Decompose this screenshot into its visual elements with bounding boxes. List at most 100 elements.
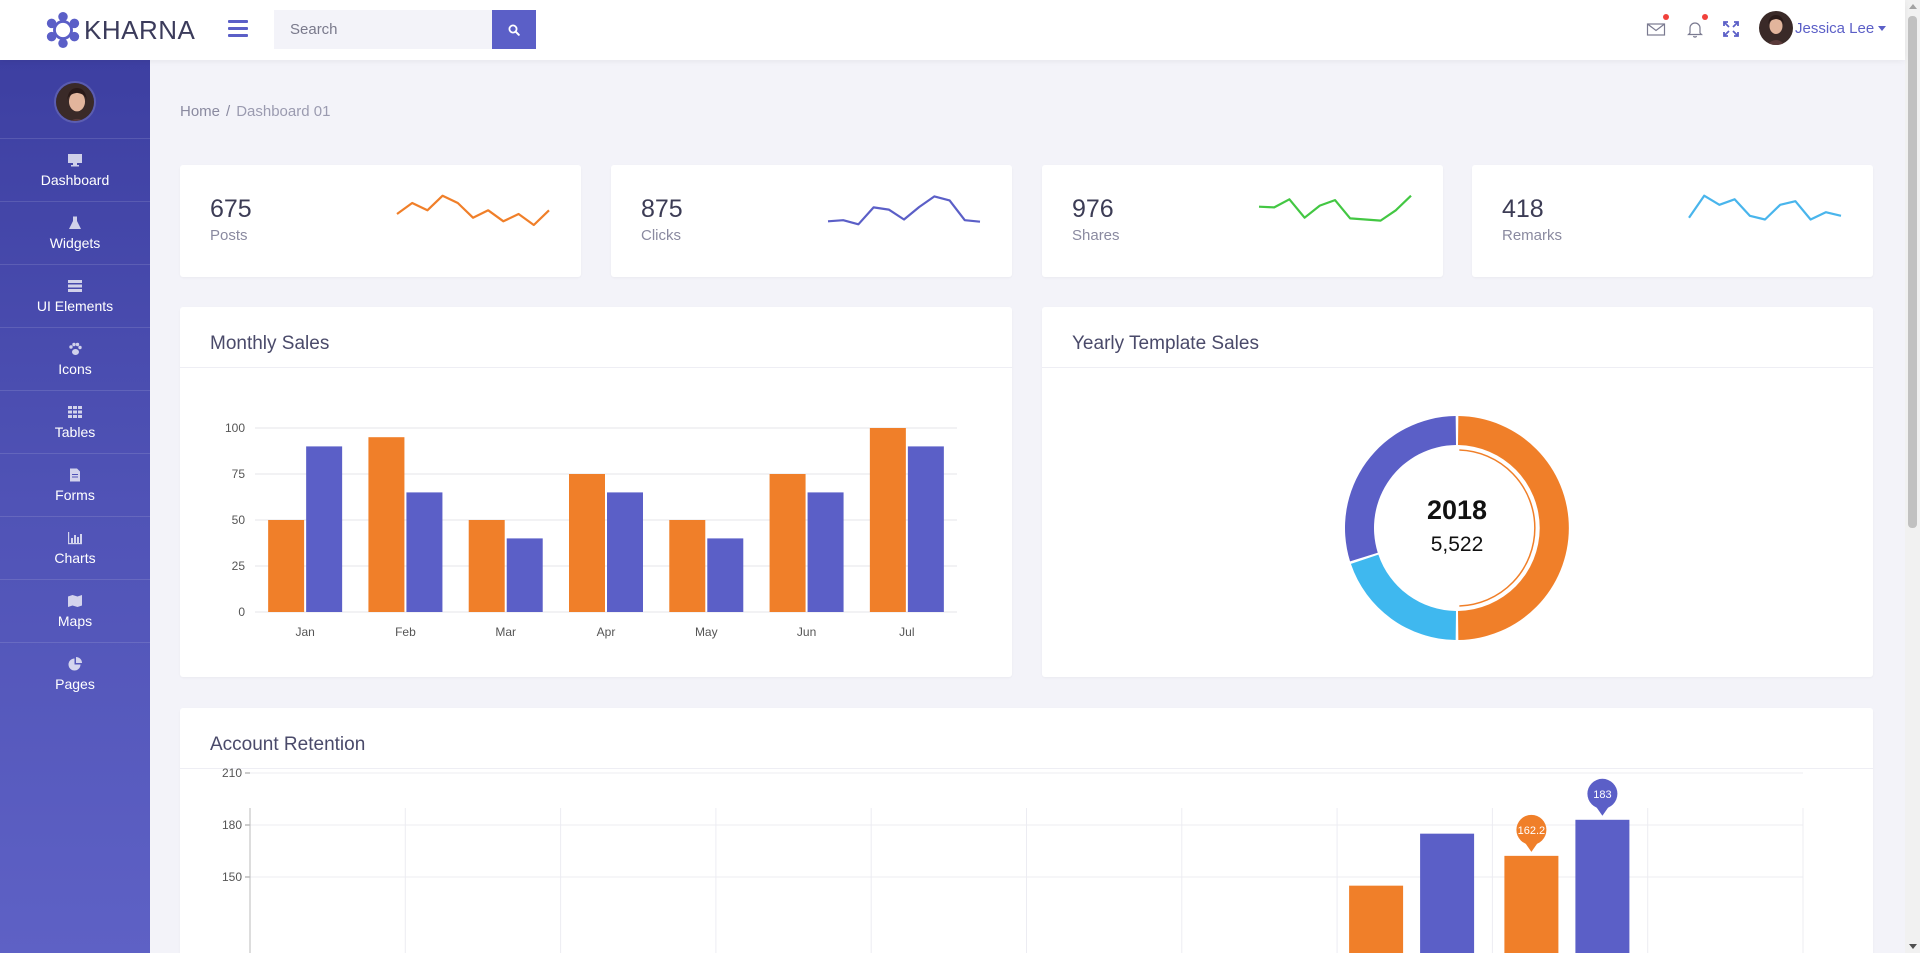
sparkline-series bbox=[827, 195, 981, 226]
sidebar-item-widgets[interactable]: Widgets bbox=[0, 201, 150, 264]
bar bbox=[569, 474, 605, 612]
kharna-logo-icon bbox=[46, 11, 80, 49]
sparkline-clicks bbox=[827, 195, 981, 226]
breadcrumb-home[interactable]: Home bbox=[180, 103, 221, 120]
sidebar-item-pages[interactable]: Pages bbox=[0, 642, 150, 705]
stat-value: 976 bbox=[1072, 195, 1114, 223]
y-tick-label: 75 bbox=[232, 467, 246, 481]
sidebar-item-label: Dashboard bbox=[40, 171, 110, 188]
sparkline-posts bbox=[396, 194, 550, 227]
y-tick-label: 150 bbox=[222, 870, 242, 884]
sidebar-item-charts[interactable]: Charts bbox=[0, 516, 150, 579]
x-tick-label: May bbox=[695, 625, 718, 639]
bar bbox=[769, 474, 806, 612]
bar bbox=[368, 437, 405, 612]
x-tick-label: Mar bbox=[495, 625, 516, 639]
bar bbox=[707, 538, 744, 612]
search-input[interactable] bbox=[274, 10, 492, 49]
data-label: 183 bbox=[1593, 789, 1611, 801]
stat-card-posts: 675 Posts bbox=[180, 165, 581, 277]
sidebar-item-label: Widgets bbox=[49, 234, 101, 251]
account-retention-chart: 150 180 210 162.2 183 bbox=[222, 768, 1804, 953]
donut-slice bbox=[1344, 416, 1456, 562]
scroll-down-icon[interactable] bbox=[1909, 944, 1917, 949]
data-label-bubble bbox=[1516, 814, 1547, 845]
sidebar-item-label: Pages bbox=[55, 675, 95, 692]
pie-chart-icon bbox=[68, 656, 82, 670]
bar bbox=[1575, 819, 1630, 953]
layers-icon bbox=[68, 279, 82, 292]
x-tick-label: Jul bbox=[899, 625, 914, 639]
sparkline-series bbox=[1258, 194, 1412, 222]
page-scrollbar[interactable] bbox=[1905, 0, 1920, 953]
bar bbox=[468, 520, 505, 612]
mail-icon[interactable] bbox=[1646, 14, 1669, 39]
y-tick-label: 25 bbox=[232, 559, 246, 573]
monitor-icon bbox=[68, 153, 82, 166]
card-divider bbox=[1042, 367, 1873, 368]
stat-label: Shares bbox=[1072, 227, 1120, 244]
search-icon bbox=[508, 24, 520, 36]
logo[interactable]: KHARNA bbox=[44, 11, 195, 49]
bar bbox=[306, 446, 343, 612]
search-bar bbox=[274, 10, 536, 49]
scroll-thumb[interactable] bbox=[1908, 16, 1917, 528]
avatar bbox=[1759, 11, 1793, 45]
card-title: Monthly Sales bbox=[210, 333, 330, 354]
stat-label: Clicks bbox=[641, 227, 681, 244]
fullscreen-icon[interactable] bbox=[1721, 19, 1741, 39]
bar bbox=[1504, 855, 1559, 953]
bar bbox=[506, 538, 543, 612]
bell-icon[interactable] bbox=[1685, 14, 1708, 39]
y-tick-label: 100 bbox=[225, 421, 245, 435]
sidebar-item-dashboard[interactable]: Dashboard bbox=[0, 138, 150, 201]
sparkline-remarks bbox=[1688, 194, 1842, 221]
card-title: Account Retention bbox=[210, 734, 366, 755]
sidebar-item-icons[interactable]: Icons bbox=[0, 327, 150, 390]
stat-card-shares: 976 Shares bbox=[1042, 165, 1443, 277]
scroll-up-icon[interactable] bbox=[1909, 4, 1917, 9]
sparkline-series bbox=[1688, 194, 1842, 221]
bar bbox=[807, 492, 844, 612]
x-tick-label: Jun bbox=[797, 625, 816, 639]
card-divider bbox=[180, 768, 1873, 769]
stat-value: 675 bbox=[210, 195, 252, 223]
user-menu[interactable]: Jessica Lee bbox=[1759, 11, 1887, 45]
y-tick-label: 210 bbox=[222, 768, 242, 780]
bar bbox=[406, 492, 443, 612]
stat-card-clicks: 875 Clicks bbox=[611, 165, 1012, 277]
sparkline-series bbox=[396, 194, 550, 227]
map-icon bbox=[68, 594, 82, 607]
breadcrumb: Home / Dashboard 01 bbox=[180, 103, 330, 120]
account-retention-card: Account Retention 150 180 210 162.2 183 bbox=[180, 708, 1873, 953]
search-button[interactable] bbox=[492, 10, 536, 49]
sidebar-item-ui-elements[interactable]: UI Elements bbox=[0, 264, 150, 327]
mail-notification-dot bbox=[1663, 14, 1669, 20]
bar bbox=[869, 428, 906, 612]
sparkline-shares bbox=[1258, 194, 1412, 222]
donut-center-year: 2018 bbox=[1427, 495, 1487, 525]
menu-toggle-icon[interactable] bbox=[228, 20, 248, 38]
sidebar-avatar[interactable] bbox=[54, 81, 96, 123]
bar bbox=[669, 520, 706, 612]
sidebar-item-maps[interactable]: Maps bbox=[0, 579, 150, 642]
table-icon bbox=[68, 405, 82, 418]
y-tick-label: 50 bbox=[232, 513, 246, 527]
flask-icon bbox=[69, 216, 81, 229]
card-title: Yearly Template Sales bbox=[1072, 333, 1259, 354]
sidebar: Dashboard Widgets UI Elements Icons Tabl… bbox=[0, 60, 150, 953]
data-label: 162.2 bbox=[1518, 825, 1546, 837]
bar bbox=[607, 492, 643, 612]
sidebar-item-forms[interactable]: Forms bbox=[0, 453, 150, 516]
y-tick-label: 0 bbox=[238, 605, 245, 619]
stat-label: Remarks bbox=[1502, 227, 1563, 244]
donut-inner-ring bbox=[1459, 449, 1536, 607]
y-tick-label: 180 bbox=[222, 818, 242, 832]
data-label-bubble bbox=[1587, 778, 1618, 809]
bar-chart-icon bbox=[68, 531, 82, 544]
user-name: Jessica Lee bbox=[1795, 19, 1875, 37]
top-bar: KHARNA Jessica Lee bbox=[0, 0, 1905, 60]
sidebar-item-tables[interactable]: Tables bbox=[0, 390, 150, 453]
sidebar-item-label: UI Elements bbox=[36, 297, 114, 314]
stat-card-remarks: 418 Remarks bbox=[1472, 165, 1873, 277]
